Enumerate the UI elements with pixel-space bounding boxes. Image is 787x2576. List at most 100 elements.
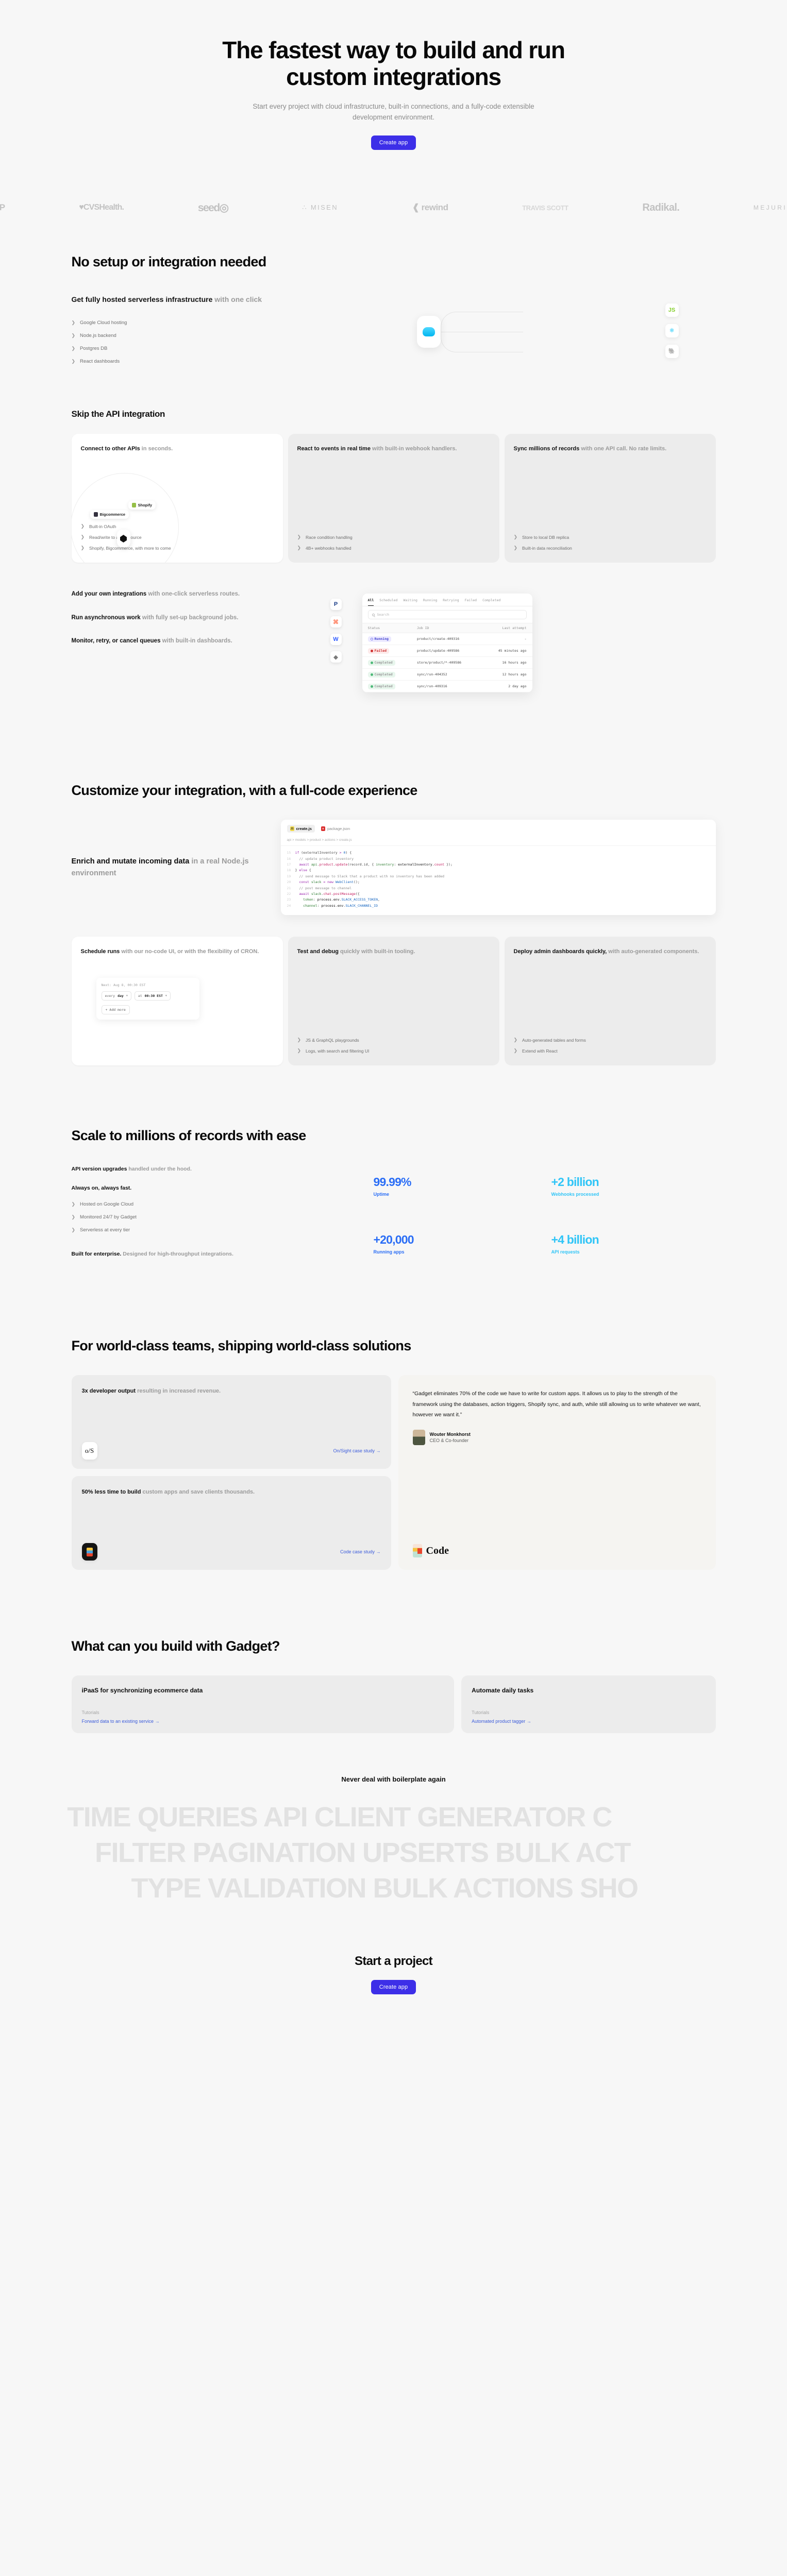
build-card-grid: iPaaS for synchronizing ecommerce data T… [71,1675,716,1734]
cell-job-id: store/product/*-409586 [411,656,482,669]
integrations-row: Monitor, retry, or cancel queues with bu… [72,636,293,647]
enrich-headline-muted: in a real Node.js environment [71,857,249,877]
status-dot-icon [370,637,373,640]
marquee-line: FILTER PAGINATION UPSERTS BULK ACT [95,1837,631,1869]
infrastructure-diagram: JS ⚛ 🐘 [309,291,716,379]
tab-all[interactable]: All [367,598,374,606]
list-item-label: Logs, with search and filtering UI [306,1048,370,1054]
list-item: ❯ React dashboards [72,355,288,368]
build-card-title: Automate daily tasks [472,1687,534,1694]
search-placeholder: Search [377,613,389,617]
cell-last-attempt: - [482,633,532,646]
shopify-icon [131,503,136,508]
card-headline-bold: React to events in real time [297,446,371,452]
stat-value: +2 billion [551,1175,599,1189]
scale-bullet-list: ❯ Hosted on Google Cloud ❯ Monitored 24/7 … [72,1198,350,1236]
frequency-value: day [118,994,124,998]
editor-tab-label: create.js [296,826,312,832]
hosted-infrastructure-block: Get fully hosted serverless infrastructu… [72,291,716,379]
boilerplate-marquee: TIME QUERIES API CLIENT GENERATOR C FILT… [0,1800,787,1906]
time-select[interactable]: at 00:30 EST ▼ [134,991,171,1001]
status-badge: Completed [367,659,395,666]
table-row[interactable]: Completed sync/run-404352 12 hours ago [362,668,532,681]
chevron-right-icon: ❯ [71,1214,76,1219]
react-icon: ⚛ [665,324,679,337]
column-job-id: Job ID [411,623,482,634]
list-item-label: Monitored 24/7 by Gadget [80,1214,137,1220]
cell-last-attempt: 45 minutes ago [482,645,532,657]
build-card-link[interactable]: Forward data to an existing service → [81,1719,160,1724]
infra-headline-muted: with one click [212,295,262,303]
list-item-label: 4B+ webhooks handled [306,545,351,551]
customize-section: Customize your integration, with a full-… [71,733,716,1070]
pill-bigcommerce: Bigcommerce [90,510,129,519]
list-item: ❯ Race condition handling [297,532,490,543]
editor-tab-create-js[interactable]: JS create.js [287,825,315,833]
card-test-debug: Test and debug quickly with built-in too… [288,937,499,1065]
code-case-study-link[interactable]: Code case study → [340,1549,381,1555]
logo-seed: seed◎ [197,201,229,214]
pill-label: Bigcommerce [99,512,126,517]
no-setup-title: No setup or integration needed [71,253,267,269]
logo-op: OP [0,202,5,213]
build-card-ipaas: iPaaS for synchronizing ecommerce data T… [71,1675,455,1734]
onsight-case-study-link[interactable]: On/Sight case study → [333,1448,381,1454]
list-item: ❯ Auto-generated tables and forms [514,1035,707,1045]
gadget-icon: ◆ [330,651,342,663]
chevron-down-icon: ▼ [165,994,167,998]
frequency-prefix: every [105,994,115,998]
cell-job-id: sync/run-409316 [411,680,482,693]
build-card-automate: Automate daily tasks Tutorials Automated… [461,1675,716,1734]
build-card-category: Tutorials [81,1710,99,1716]
final-create-app-button[interactable]: Create app [371,1979,416,1994]
add-more-button[interactable]: + Add more [101,1005,130,1015]
enrich-headline: Enrich and mutate incoming data in a rea… [72,856,267,879]
tab-retrying[interactable]: Retrying [443,598,459,603]
card-bullet-list: ❯ Race condition handling ❯ 4B+ webhooks h… [297,532,490,553]
search-input[interactable]: Search [367,610,527,620]
scale-statement-1: API version upgrades handled under the h… [72,1165,350,1174]
stat-api-requests: +4 billion API requests [551,1233,716,1269]
breadcrumb: api > models > product > actions > creat… [280,836,716,846]
tab-failed[interactable]: Failed [464,598,477,603]
webflow-icon: W [330,634,342,646]
editor-tab-package-json[interactable]: n package.json [318,825,353,833]
table-row[interactable]: Completed sync/run-409316 2 day ago [362,680,532,693]
chevron-right-icon: ❯ [297,534,302,540]
table-row[interactable]: Completed store/product/*-409586 16 hour… [362,656,532,669]
js-file-icon: JS [290,826,294,832]
tab-completed[interactable]: Completed [482,598,501,603]
case-headline-muted: custom apps and save clients thousands. [141,1489,255,1496]
table-row[interactable]: Running product/create-409316 - [362,633,532,646]
build-card-link[interactable]: Automated product tagger → [472,1719,531,1724]
time-prefix: at [138,994,142,998]
frequency-select[interactable]: every day ▼ [101,991,131,1001]
tab-running[interactable]: Running [423,598,438,603]
code-area[interactable]: 15 if (externalInventory > 0) { 16 // upd… [287,851,453,908]
skip-api-card-grid: Connect to other APIs in seconds. Bigcom… [71,434,716,563]
chevron-right-icon: ❯ [71,345,76,351]
list-item-label: Hosted on Google Cloud [80,1201,134,1207]
stat-running-apps: +20,000 Running apps [374,1233,538,1269]
schedule-widget-area: Next: Aug 8, 00:30 EST every day ▼ at 00… [81,956,274,1056]
gadget-node-icon [116,530,130,548]
onsight-logo: o/S [81,1442,97,1460]
table-row[interactable]: Failed product/update-409586 45 minutes … [362,645,532,657]
stat-label: Webhooks processed [551,1191,599,1197]
code-brand-icon [412,1544,422,1558]
quote-company-logo: Code [412,1544,701,1558]
tab-waiting[interactable]: Waiting [403,598,417,603]
tab-scheduled[interactable]: Scheduled [379,598,398,603]
create-app-button[interactable]: Create app [371,135,416,150]
card-headline-bold: Deploy admin dashboards quickly, [513,948,607,955]
card-headline-muted: with auto-generated components. [607,948,699,955]
card-headline-bold: Connect to other APIs [80,446,140,452]
cell-last-attempt: 16 hours ago [482,656,532,669]
card-headline: Schedule runs with our no-code UI, or wi… [81,947,274,956]
chevron-right-icon: ❯ [297,1048,302,1053]
stat-label: API requests [551,1249,580,1255]
column-status: Status [362,623,411,634]
logo-radikal: Radikal. [642,201,680,213]
row-bold: Add your own integrations [71,591,147,598]
chevron-down-icon: ▼ [126,994,128,998]
